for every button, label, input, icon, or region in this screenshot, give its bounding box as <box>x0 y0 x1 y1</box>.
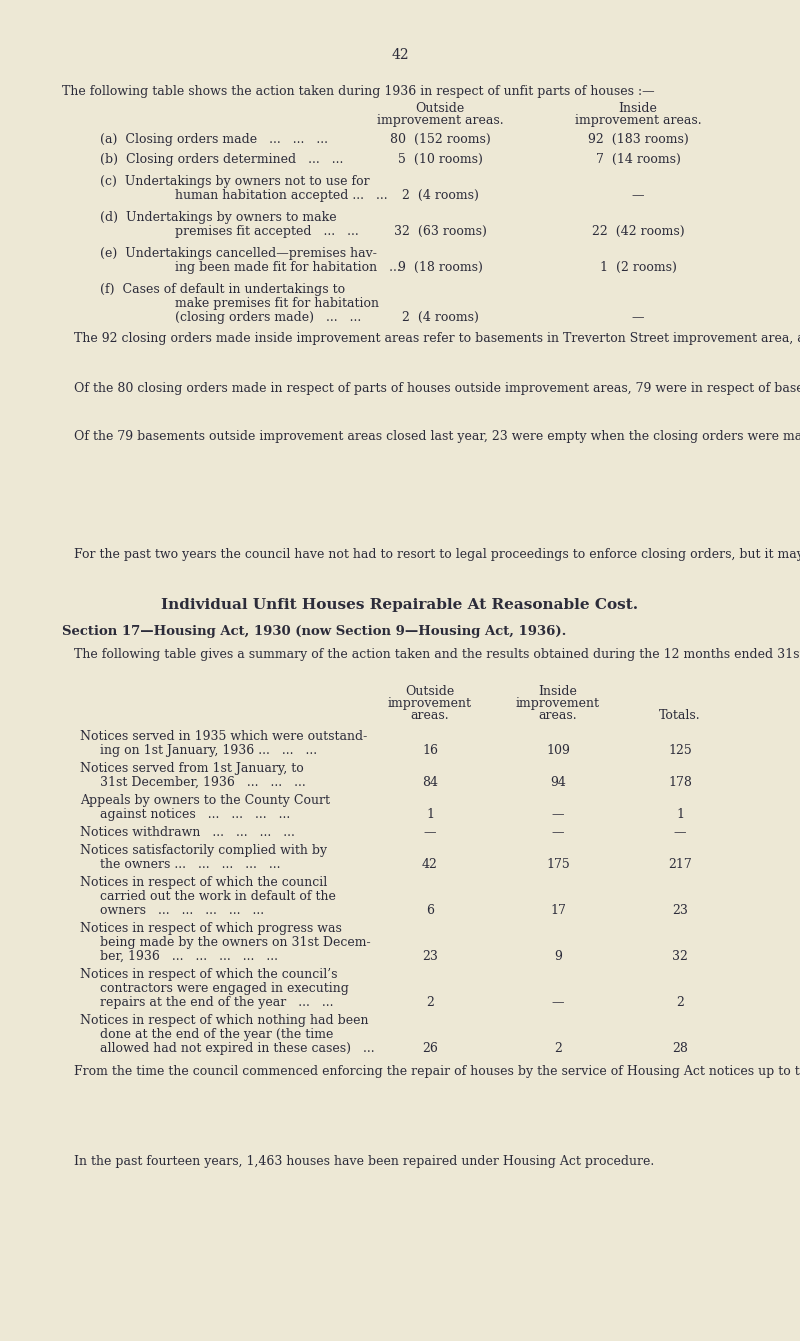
Text: 217: 217 <box>668 858 692 872</box>
Text: improvement: improvement <box>388 697 472 709</box>
Text: ing on 1st January, 1936 ...   ...   ...: ing on 1st January, 1936 ... ... ... <box>100 744 317 758</box>
Text: areas.: areas. <box>538 709 578 721</box>
Text: —: — <box>552 826 564 839</box>
Text: improvement: improvement <box>516 697 600 709</box>
Text: 2: 2 <box>426 996 434 1008</box>
Text: ber, 1936   ...   ...   ...   ...   ...: ber, 1936 ... ... ... ... ... <box>100 949 278 963</box>
Text: owners   ...   ...   ...   ...   ...: owners ... ... ... ... ... <box>100 904 264 917</box>
Text: Notices in respect of which progress was: Notices in respect of which progress was <box>80 923 342 935</box>
Text: 31st December, 1936   ...   ...   ...: 31st December, 1936 ... ... ... <box>100 776 306 789</box>
Text: 175: 175 <box>546 858 570 872</box>
Text: 9  (18 rooms): 9 (18 rooms) <box>398 261 482 274</box>
Text: 28: 28 <box>672 1042 688 1055</box>
Text: Of the 80 closing orders made in respect of parts of houses outside improvement : Of the 80 closing orders made in respect… <box>62 382 800 396</box>
Text: 1  (2 rooms): 1 (2 rooms) <box>599 261 677 274</box>
Text: 1: 1 <box>676 809 684 821</box>
Text: Outside: Outside <box>406 685 454 699</box>
Text: —: — <box>424 826 436 839</box>
Text: 2  (4 rooms): 2 (4 rooms) <box>402 189 478 202</box>
Text: improvement areas.: improvement areas. <box>377 114 503 127</box>
Text: 23: 23 <box>422 949 438 963</box>
Text: 23: 23 <box>672 904 688 917</box>
Text: The 92 closing orders made inside improvement areas refer to basements in Trever: The 92 closing orders made inside improv… <box>62 333 800 345</box>
Text: Notices in respect of which nothing had been: Notices in respect of which nothing had … <box>80 1014 369 1027</box>
Text: being made by the owners on 31st Decem-: being made by the owners on 31st Decem- <box>100 936 370 949</box>
Text: 42: 42 <box>391 48 409 62</box>
Text: —: — <box>552 996 564 1008</box>
Text: 7  (14 rooms): 7 (14 rooms) <box>595 153 681 166</box>
Text: Outside: Outside <box>415 102 465 115</box>
Text: Appeals by owners to the County Court: Appeals by owners to the County Court <box>80 794 330 807</box>
Text: Notices served in 1935 which were outstand-: Notices served in 1935 which were outsta… <box>80 730 367 743</box>
Text: 94: 94 <box>550 776 566 789</box>
Text: (c)  Undertakings by owners not to use for: (c) Undertakings by owners not to use fo… <box>100 174 370 188</box>
Text: 17: 17 <box>550 904 566 917</box>
Text: For the past two years the council have not had to resort to legal proceedings t: For the past two years the council have … <box>62 548 800 561</box>
Text: against notices   ...   ...   ...   ...: against notices ... ... ... ... <box>100 809 290 821</box>
Text: 9: 9 <box>554 949 562 963</box>
Text: —: — <box>674 826 686 839</box>
Text: 5  (10 rooms): 5 (10 rooms) <box>398 153 482 166</box>
Text: In the past fourteen years, 1,463 houses have been repaired under Housing Act pr: In the past fourteen years, 1,463 houses… <box>62 1155 654 1168</box>
Text: carried out the work in default of the: carried out the work in default of the <box>100 890 336 902</box>
Text: 22  (42 rooms): 22 (42 rooms) <box>592 225 684 237</box>
Text: human habitation accepted ...   ...: human habitation accepted ... ... <box>175 189 388 202</box>
Text: 80  (152 rooms): 80 (152 rooms) <box>390 133 490 146</box>
Text: 16: 16 <box>422 744 438 758</box>
Text: Notices withdrawn   ...   ...   ...   ...: Notices withdrawn ... ... ... ... <box>80 826 295 839</box>
Text: premises fit accepted   ...   ...: premises fit accepted ... ... <box>175 225 358 237</box>
Text: 32  (63 rooms): 32 (63 rooms) <box>394 225 486 237</box>
Text: 42: 42 <box>422 858 438 872</box>
Text: (f)  Cases of default in undertakings to: (f) Cases of default in undertakings to <box>100 283 345 296</box>
Text: Individual Unfit Houses Repairable At Reasonable Cost.: Individual Unfit Houses Repairable At Re… <box>162 598 638 611</box>
Text: (closing orders made)   ...   ...: (closing orders made) ... ... <box>175 311 362 325</box>
Text: 6: 6 <box>426 904 434 917</box>
Text: (b)  Closing orders determined   ...   ...: (b) Closing orders determined ... ... <box>100 153 343 166</box>
Text: 26: 26 <box>422 1042 438 1055</box>
Text: the owners ...   ...   ...   ...   ...: the owners ... ... ... ... ... <box>100 858 281 872</box>
Text: repairs at the end of the year   ...   ...: repairs at the end of the year ... ... <box>100 996 334 1008</box>
Text: The following table shows the action taken during 1936 in respect of unfit parts: The following table shows the action tak… <box>62 84 654 98</box>
Text: 2  (4 rooms): 2 (4 rooms) <box>402 311 478 325</box>
Text: Notices served from 1st January, to: Notices served from 1st January, to <box>80 762 304 775</box>
Text: areas.: areas. <box>410 709 450 721</box>
Text: allowed had not expired in these cases)   ...: allowed had not expired in these cases) … <box>100 1042 374 1055</box>
Text: From the time the council commenced enforcing the repair of houses by the servic: From the time the council commenced enfo… <box>62 1065 800 1078</box>
Text: (d)  Undertakings by owners to make: (d) Undertakings by owners to make <box>100 211 337 224</box>
Text: 2: 2 <box>554 1042 562 1055</box>
Text: contractors were engaged in executing: contractors were engaged in executing <box>100 982 349 995</box>
Text: Notices in respect of which the council’s: Notices in respect of which the council’… <box>80 968 338 982</box>
Text: 2: 2 <box>676 996 684 1008</box>
Text: —: — <box>632 311 644 325</box>
Text: make premises fit for habitation: make premises fit for habitation <box>175 296 379 310</box>
Text: Inside: Inside <box>538 685 578 699</box>
Text: 92  (183 rooms): 92 (183 rooms) <box>588 133 688 146</box>
Text: —: — <box>632 189 644 202</box>
Text: Notices in respect of which the council: Notices in respect of which the council <box>80 876 327 889</box>
Text: ing been made fit for habitation   ...: ing been made fit for habitation ... <box>175 261 401 274</box>
Text: 125: 125 <box>668 744 692 758</box>
Text: 109: 109 <box>546 744 570 758</box>
Text: —: — <box>552 809 564 821</box>
Text: (e)  Undertakings cancelled—premises hav-: (e) Undertakings cancelled—premises hav- <box>100 247 377 260</box>
Text: (a)  Closing orders made   ...   ...   ...: (a) Closing orders made ... ... ... <box>100 133 328 146</box>
Text: 178: 178 <box>668 776 692 789</box>
Text: 1: 1 <box>426 809 434 821</box>
Text: improvement areas.: improvement areas. <box>574 114 702 127</box>
Text: Notices satisfactorily complied with by: Notices satisfactorily complied with by <box>80 843 327 857</box>
Text: 84: 84 <box>422 776 438 789</box>
Text: done at the end of the year (the time: done at the end of the year (the time <box>100 1029 334 1041</box>
Text: Inside: Inside <box>618 102 658 115</box>
Text: 32: 32 <box>672 949 688 963</box>
Text: The following table gives a summary of the action taken and the results obtained: The following table gives a summary of t… <box>62 648 800 661</box>
Text: Section 17—Housing Act, 1930 (now Section 9—Housing Act, 1936).: Section 17—Housing Act, 1930 (now Sectio… <box>62 625 566 638</box>
Text: Of the 79 basements outside improvement areas closed last year, 23 were empty wh: Of the 79 basements outside improvement … <box>62 430 800 443</box>
Text: Totals.: Totals. <box>659 709 701 721</box>
